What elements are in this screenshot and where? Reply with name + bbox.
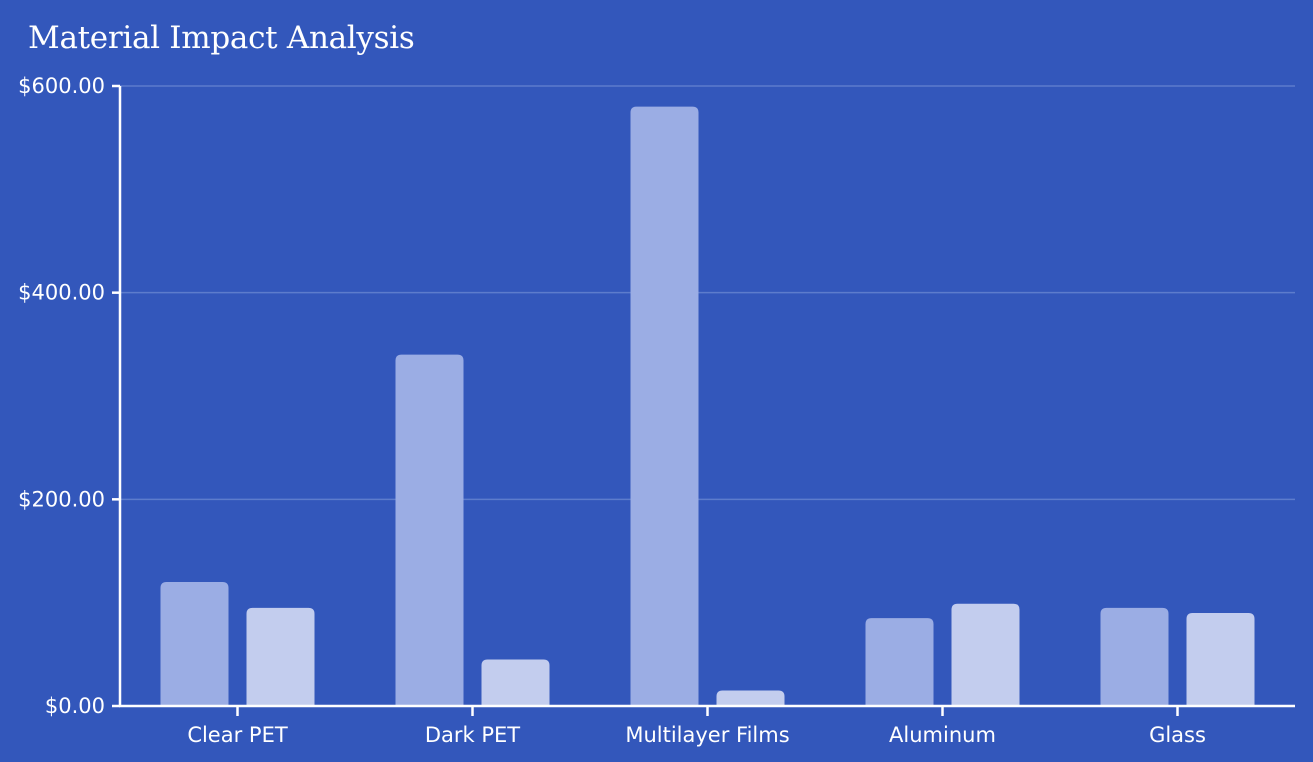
bar-multilayer-films-series-2 bbox=[716, 690, 785, 706]
x-tick-label: Dark PET bbox=[425, 723, 520, 747]
y-tick-label: $400.00 bbox=[18, 281, 105, 305]
chart-title: Material Impact Analysis bbox=[28, 20, 415, 56]
x-tick-label: Aluminum bbox=[889, 723, 996, 747]
bar-aluminum-series-1 bbox=[865, 618, 934, 706]
bar-aluminum-series-2 bbox=[951, 603, 1020, 706]
bar-glass-series-2 bbox=[1186, 613, 1255, 706]
bar-clear-pet-series-1 bbox=[160, 582, 229, 706]
x-tick-label: Multilayer Films bbox=[625, 723, 789, 747]
bar-dark-pet-series-1 bbox=[395, 354, 464, 706]
y-tick-label: $200.00 bbox=[18, 487, 105, 511]
y-tick-label: $600.00 bbox=[18, 74, 105, 98]
x-tick-label: Clear PET bbox=[187, 723, 288, 747]
y-tick-label: $0.00 bbox=[45, 694, 105, 718]
bar-glass-series-1 bbox=[1100, 607, 1169, 706]
bar-clear-pet-series-2 bbox=[246, 607, 315, 706]
bar-dark-pet-series-2 bbox=[481, 659, 550, 706]
x-tick-label: Glass bbox=[1149, 723, 1206, 747]
bar-multilayer-films-series-1 bbox=[630, 106, 699, 706]
